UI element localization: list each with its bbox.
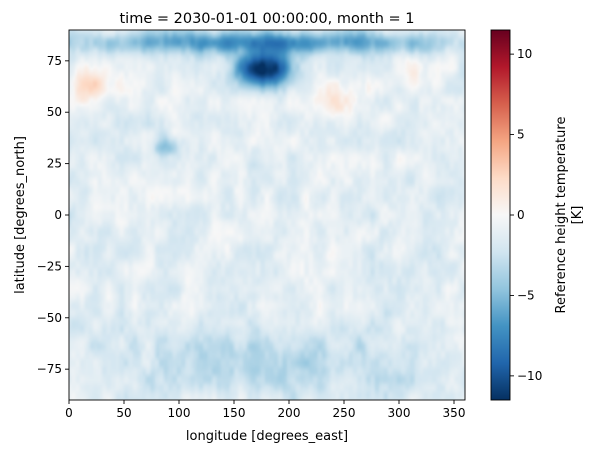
colorbar-tick-label: −5 — [517, 288, 535, 302]
colorbar-tick-label: −10 — [517, 369, 542, 383]
x-axis-label: longitude [degrees_east] — [186, 429, 348, 444]
x-tick-label: 0 — [65, 406, 73, 420]
y-tick-label: 50 — [47, 105, 62, 119]
colorbar-ticks: −10 −5 0 5 10 — [510, 47, 542, 383]
x-tick-label: 150 — [223, 406, 246, 420]
colorbar-label-line1: Reference height temperature — [554, 117, 569, 314]
y-tick-label: −50 — [37, 311, 62, 325]
heatmap-field — [69, 30, 465, 400]
colorbar-tick-label: 5 — [517, 128, 525, 142]
colorbar — [490, 29, 511, 401]
y-tick-label: −75 — [37, 362, 62, 376]
x-tick-label: 350 — [443, 406, 466, 420]
x-tick-label: 50 — [116, 406, 131, 420]
y-axis-label: latitude [degrees_north] — [13, 136, 28, 294]
colorbar-tick-label: 0 — [517, 208, 525, 222]
x-tick-label: 100 — [168, 406, 191, 420]
chart-title: time = 2030-01-01 00:00:00, month = 1 — [120, 11, 415, 27]
y-tick-label: −25 — [37, 259, 62, 273]
y-tick-label: 25 — [47, 157, 62, 171]
colorbar-tick-label: 10 — [517, 47, 532, 61]
x-tick-label: 250 — [333, 406, 356, 420]
x-tick-label: 300 — [388, 406, 411, 420]
heatmap-image — [69, 30, 465, 400]
x-axis-ticks: 0 50 100 150 200 250 300 350 — [65, 400, 465, 420]
y-axis-ticks: −75 −50 −25 0 25 50 75 — [37, 54, 69, 376]
colorbar-label-line2: [K] — [570, 206, 585, 225]
y-tick-label: 75 — [47, 54, 62, 68]
x-tick-label: 200 — [278, 406, 301, 420]
y-tick-label: 0 — [54, 208, 62, 222]
